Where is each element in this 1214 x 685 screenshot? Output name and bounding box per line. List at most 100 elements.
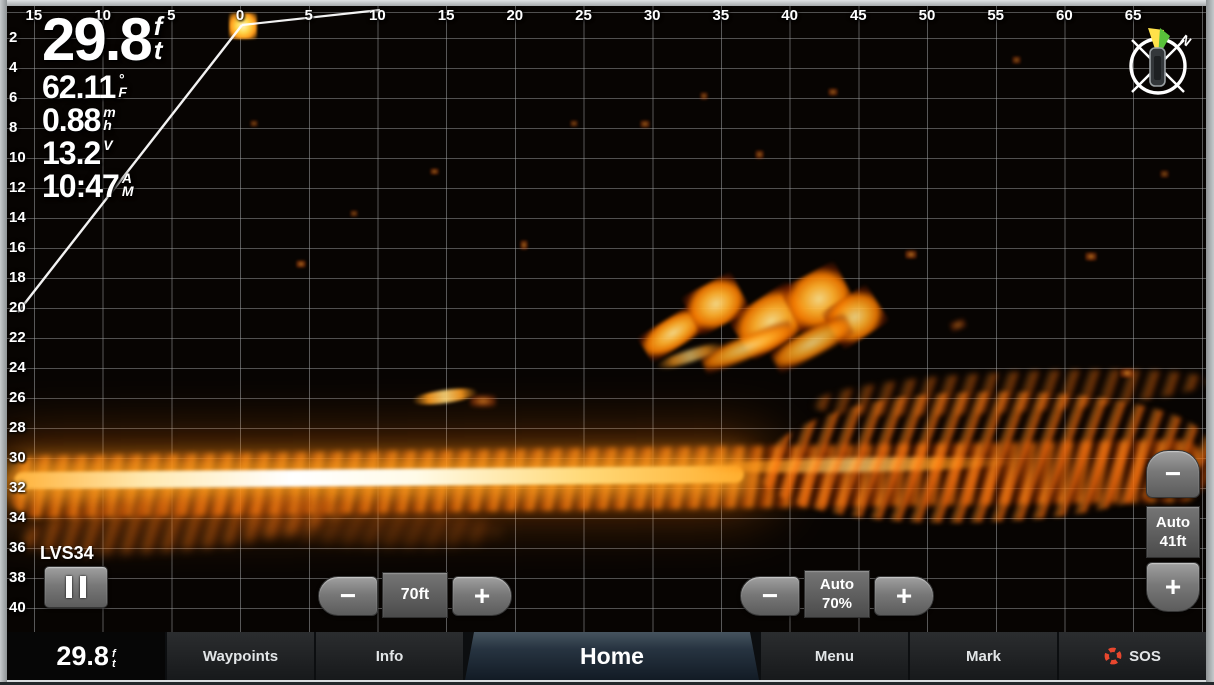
top-tick: 45 bbox=[849, 7, 867, 24]
depth-range-value[interactable]: Auto 41ft bbox=[1146, 506, 1200, 558]
depth-range-plus-button[interactable]: + bbox=[1146, 562, 1200, 612]
depth-tick: 10 bbox=[9, 149, 26, 166]
data-overlay: 29.8 f t 62.11 ° F 0.88 m h 13.2 V bbox=[42, 10, 162, 204]
sonar-echo bbox=[905, 250, 917, 259]
depth-tick: 32 bbox=[9, 479, 26, 496]
plus-icon: + bbox=[895, 580, 913, 611]
range-value[interactable]: 70ft bbox=[382, 572, 448, 618]
top-scale: 15 10 5 0 5 10 15 20 25 30 35 40 45 50 55 60 65 bbox=[7, 6, 1206, 632]
tab-home[interactable]: Home bbox=[465, 632, 759, 680]
sonar-echo bbox=[1012, 56, 1021, 64]
gain-minus-button[interactable]: − bbox=[740, 576, 800, 616]
sonar-echo bbox=[828, 88, 838, 96]
depth-tick: 36 bbox=[9, 539, 26, 556]
top-tick: 10 bbox=[94, 7, 111, 24]
depth-tick: 28 bbox=[9, 419, 26, 436]
water-temp: 62.11 ° F bbox=[42, 69, 127, 105]
top-tick: 30 bbox=[643, 7, 661, 24]
transducer-label: LVS34 bbox=[40, 543, 94, 563]
gain-plus-button[interactable]: + bbox=[874, 576, 934, 616]
depth-tick: 34 bbox=[9, 509, 26, 526]
depth-tick: 14 bbox=[9, 209, 26, 226]
depth-tick: 18 bbox=[9, 269, 26, 286]
pause-icon bbox=[66, 576, 86, 598]
minus-icon: − bbox=[339, 580, 357, 611]
minus-icon: − bbox=[1164, 458, 1182, 489]
sonar-echo bbox=[250, 120, 258, 127]
depth-tick: 4 bbox=[9, 59, 18, 76]
gain-value[interactable]: Auto 70% bbox=[804, 570, 870, 618]
pause-button[interactable] bbox=[44, 566, 108, 608]
tab-waypoints[interactable]: Waypoints bbox=[167, 632, 314, 680]
tab-sos[interactable]: SOS bbox=[1059, 632, 1206, 680]
depth-tick: 24 bbox=[9, 359, 26, 376]
top-tick: 15 bbox=[437, 7, 455, 24]
tab-menu[interactable]: Menu bbox=[761, 632, 908, 680]
sonar-echo bbox=[1120, 368, 1134, 378]
frame-bottom bbox=[0, 682, 1214, 685]
top-tick: 40 bbox=[781, 7, 798, 24]
sonar-echo bbox=[755, 150, 764, 159]
sonar-echo bbox=[640, 120, 650, 128]
depth-readout-large: 29.8 f t bbox=[42, 10, 162, 70]
depth-value: 29.8 bbox=[42, 6, 153, 73]
depth-unit: f t bbox=[153, 11, 163, 65]
depth-tick: 16 bbox=[9, 239, 26, 256]
depth-scale: 2 4 6 8 10 12 14 16 18 20 22 24 26 28 30 32 34 36 38 40 bbox=[7, 6, 1206, 632]
speed-readout: 0.88 m h bbox=[42, 102, 116, 138]
plus-icon: + bbox=[1164, 571, 1182, 602]
top-tick: 5 bbox=[167, 7, 176, 24]
orientation-compass-icon: N bbox=[1129, 28, 1195, 95]
top-tick: 25 bbox=[575, 7, 592, 24]
depth-range-minus-button[interactable]: − bbox=[1146, 450, 1200, 498]
depth-tick: 30 bbox=[9, 449, 26, 466]
top-tick: 35 bbox=[712, 7, 730, 24]
tab-info[interactable]: Info bbox=[316, 632, 463, 680]
range-plus-button[interactable]: + bbox=[452, 576, 512, 616]
life-ring-icon bbox=[1104, 647, 1122, 665]
sonar-echo bbox=[350, 210, 358, 217]
tab-mark[interactable]: Mark bbox=[910, 632, 1057, 680]
depth-tick: 40 bbox=[9, 599, 26, 616]
time-unit: A M bbox=[121, 170, 134, 199]
voltage-unit: V bbox=[103, 137, 113, 153]
frame-right bbox=[1206, 0, 1214, 685]
compass-north-label: N bbox=[1178, 32, 1195, 50]
sonar-echo bbox=[1085, 252, 1097, 261]
depth-tick: 12 bbox=[9, 179, 26, 196]
top-tick: 15 bbox=[25, 7, 43, 24]
range-minus-button[interactable]: − bbox=[318, 576, 378, 616]
bottom-nav-bar: 29.8 f t Waypoints Info Home Menu Mark S… bbox=[7, 632, 1206, 682]
top-tick: 0 bbox=[235, 7, 245, 24]
depth-tick: 6 bbox=[9, 89, 18, 106]
sonar-echo bbox=[700, 92, 708, 100]
sonar-echo bbox=[1160, 170, 1169, 178]
depth-tick: 20 bbox=[9, 299, 26, 316]
sonar-display: 15 10 5 0 5 10 15 20 25 30 35 40 45 50 55 60 65 2 4 6 8 10 12… bbox=[7, 6, 1206, 632]
depth-tick: 8 bbox=[9, 119, 18, 136]
depth-tick: 38 bbox=[9, 569, 26, 586]
voltage-readout: 13.2 V bbox=[42, 135, 113, 171]
top-tick: 10 bbox=[369, 7, 386, 24]
bottom-depth-readout: 29.8 f t bbox=[7, 632, 165, 680]
top-tick: 55 bbox=[987, 7, 1005, 24]
frame-left bbox=[0, 0, 7, 685]
top-tick: 65 bbox=[1124, 7, 1142, 24]
sonar-echo bbox=[520, 240, 528, 250]
echo-layer bbox=[7, 6, 1206, 632]
time-readout: 10:47 A M bbox=[42, 168, 134, 204]
minus-icon: − bbox=[761, 580, 779, 611]
top-tick: 60 bbox=[1056, 7, 1073, 24]
beam-lines bbox=[17, 8, 381, 313]
depth-tick: 26 bbox=[9, 389, 26, 406]
sonar-echo bbox=[430, 168, 439, 175]
depth-tick: 22 bbox=[9, 329, 26, 346]
sonar-echo bbox=[570, 120, 578, 127]
temp-unit: ° F bbox=[118, 71, 127, 100]
sonar-echo bbox=[470, 395, 496, 407]
sonar-echo bbox=[296, 260, 306, 268]
top-tick: 5 bbox=[304, 7, 313, 24]
frame-top bbox=[0, 0, 1214, 6]
plus-icon: + bbox=[473, 580, 491, 611]
